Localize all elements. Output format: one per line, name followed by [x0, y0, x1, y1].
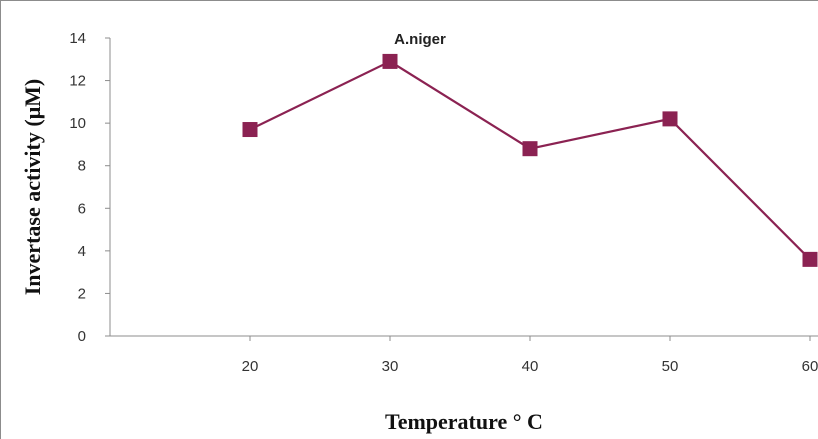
y-tick-label: 8	[78, 158, 86, 175]
y-tick-label: 6	[78, 200, 86, 217]
y-tick-label: 14	[69, 30, 86, 47]
series-line	[249, 60, 811, 261]
y-tick-label: 10	[69, 115, 86, 132]
x-tick-label: 30	[382, 358, 399, 375]
data-point-marker	[242, 122, 258, 138]
y-axis-title: Invertase activity (μM)	[20, 79, 45, 296]
y-tick-label: 0	[78, 328, 86, 345]
x-tick-label: 50	[662, 358, 679, 375]
data-point-marker	[662, 111, 678, 127]
x-axis-title: Temperature ° C	[385, 409, 543, 434]
y-tick-label: 12	[69, 73, 86, 90]
y-tick-label: 4	[78, 243, 86, 260]
series-group	[242, 53, 818, 267]
x-tick-label: 20	[242, 358, 259, 375]
data-point-marker	[802, 251, 818, 267]
data-point-marker	[522, 141, 538, 157]
x-axis-ticks: 20 30 40 50 60	[242, 336, 818, 375]
chart-title: A.niger	[394, 31, 446, 48]
y-tick-label: 2	[78, 285, 86, 302]
x-tick-label: 60	[802, 358, 818, 375]
x-tick-label: 40	[522, 358, 539, 375]
y-axis-ticks: 0 2 4 6 8 10 12 14	[69, 30, 110, 345]
data-point-marker	[382, 53, 398, 69]
